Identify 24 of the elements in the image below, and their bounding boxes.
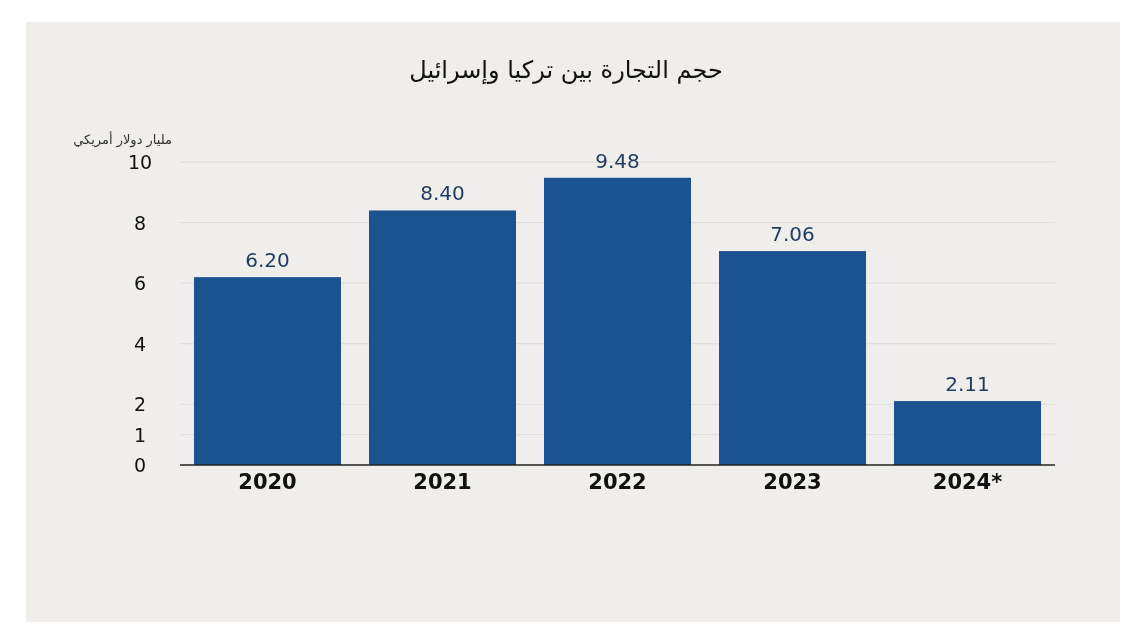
bar <box>719 251 866 465</box>
y-tick-label: 10 <box>127 151 153 173</box>
data-label: 7.06 <box>770 222 815 247</box>
bar <box>194 277 341 465</box>
data-label: 2.11 <box>945 372 990 397</box>
bar <box>544 177 691 465</box>
data-label: 6.20 <box>245 248 290 273</box>
y-tick-label: 6 <box>133 272 147 295</box>
chart-title: حجم التجارة بين تركيا وإسرائيل <box>409 56 723 85</box>
y-axis-title: مليار دولار أمريكي <box>73 131 172 148</box>
y-tick-label: 0 <box>133 454 147 476</box>
x-tick-label: 2020 <box>238 470 297 494</box>
y-tick-label: 2 <box>133 393 147 416</box>
data-label: 8.40 <box>420 181 465 206</box>
x-tick-label: 2022 <box>588 470 647 494</box>
x-tick-label: 2024* <box>932 470 1003 494</box>
y-tick-label: 4 <box>133 332 147 355</box>
y-tick-label: 8 <box>133 211 147 234</box>
x-tick-label: 2023 <box>763 470 822 494</box>
bar <box>894 401 1041 465</box>
x-tick-label: 2021 <box>413 470 472 494</box>
data-label: 9.48 <box>595 148 640 173</box>
bar <box>369 210 516 465</box>
y-tick-label: 1 <box>133 423 147 446</box>
